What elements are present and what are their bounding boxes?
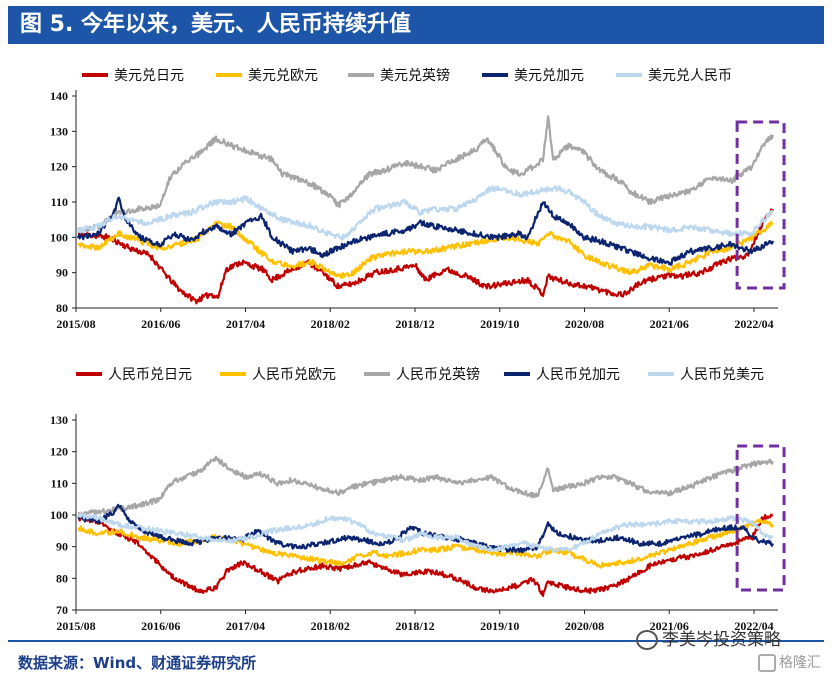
x-tick-label: 2019/10 xyxy=(480,619,519,633)
x-tick-label: 2021/06 xyxy=(650,619,689,633)
legend-label: 人民币兑美元 xyxy=(680,367,764,383)
footer-divider xyxy=(8,640,824,642)
legend-label: 美元兑欧元 xyxy=(248,68,318,84)
x-tick-label: 2016/06 xyxy=(141,619,180,633)
series-line xyxy=(77,503,774,554)
source-note: 数据来源：Wind、财通证券研究所 xyxy=(18,654,257,672)
x-tick-label: 2018/02 xyxy=(311,317,350,331)
series-line xyxy=(77,512,774,553)
y-tick-label: 120 xyxy=(50,445,68,459)
y-tick-label: 100 xyxy=(50,230,68,244)
legend-label: 人民币兑日元 xyxy=(108,367,192,383)
legend-label: 美元兑英镑 xyxy=(380,67,450,84)
x-tick-label: 2016/06 xyxy=(141,317,180,331)
x-tick-label: 2018/02 xyxy=(311,619,350,633)
gelonghui-logo-icon xyxy=(758,654,776,672)
x-tick-label: 2022/04 xyxy=(734,619,773,633)
legend-label: 人民币兑欧元 xyxy=(252,367,336,383)
legend-label: 美元兑人民币 xyxy=(648,68,732,84)
series-line xyxy=(76,196,774,266)
y-tick-label: 110 xyxy=(51,195,68,209)
x-tick-label: 2020/08 xyxy=(565,619,604,633)
figure-title: 图 5. 今年以来，美元、人民币持续升值 xyxy=(20,12,411,37)
watermark-gelonghui: 格隆汇 xyxy=(758,652,821,672)
watermark2-text: 格隆汇 xyxy=(779,655,821,671)
title-bar: 图 5. 今年以来，美元、人民币持续升值 xyxy=(8,6,824,44)
y-tick-label: 120 xyxy=(50,160,68,174)
watermark-wechat: 李美岑投资策略 xyxy=(636,625,781,650)
y-tick-label: 140 xyxy=(50,89,68,103)
series-line xyxy=(77,513,774,597)
wechat-icon xyxy=(636,630,658,650)
series-line xyxy=(77,208,774,305)
y-tick-label: 130 xyxy=(50,124,68,138)
series-line xyxy=(77,115,774,233)
watermark-text: 李美岑投资策略 xyxy=(662,630,781,650)
x-tick-label: 2020/08 xyxy=(565,317,604,331)
x-tick-label: 2015/08 xyxy=(56,317,95,331)
y-tick-label: 130 xyxy=(50,413,68,427)
legend-label: 人民币兑加元 xyxy=(536,367,620,383)
y-tick-label: 90 xyxy=(56,266,68,280)
y-tick-label: 80 xyxy=(56,571,68,585)
y-tick-label: 100 xyxy=(50,508,68,522)
legend-label: 人民币兑英镑 xyxy=(396,366,480,383)
y-tick-label: 70 xyxy=(56,603,68,617)
x-tick-label: 2017/04 xyxy=(226,317,265,331)
x-tick-label: 2018/12 xyxy=(395,619,434,633)
y-tick-label: 90 xyxy=(56,540,68,554)
legend-label: 美元兑加元 xyxy=(514,68,584,84)
x-tick-label: 2017/04 xyxy=(226,619,265,633)
y-tick-label: 80 xyxy=(56,301,68,315)
x-tick-label: 2021/06 xyxy=(650,317,689,331)
x-tick-label: 2015/08 xyxy=(56,619,95,633)
highlight-box xyxy=(735,120,786,290)
x-tick-label: 2022/04 xyxy=(734,317,773,331)
highlight-box xyxy=(735,444,786,592)
series-line xyxy=(77,455,774,518)
bottom-chart: 人民币兑日元 人民币兑欧元 人民币兑英镑 人民币兑加元 人民币兑美元 70 80 90 100 1… xyxy=(50,366,786,633)
legend-label: 美元兑日元 xyxy=(114,68,184,84)
top-chart: 美元兑日元 美元兑欧元 美元兑英镑 美元兑加元 美元兑人民币 80 90 100 110 120 1… xyxy=(50,67,786,331)
y-tick-label: 110 xyxy=(51,476,68,490)
series-line xyxy=(76,185,774,241)
x-tick-label: 2019/10 xyxy=(480,317,519,331)
x-tick-label: 2018/12 xyxy=(395,317,434,331)
